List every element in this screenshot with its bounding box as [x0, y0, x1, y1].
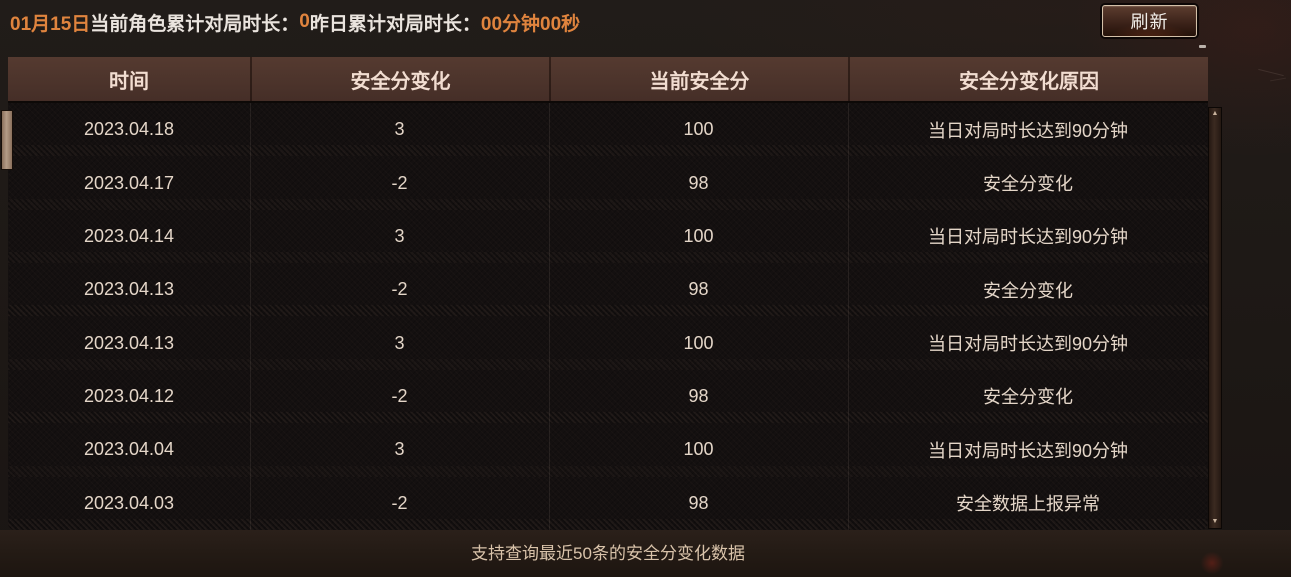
current-playtime-value: 0 [299, 11, 310, 32]
cell-time: 2023.04.18 [83, 119, 175, 140]
column-header-score-change: 安全分变化 [250, 57, 549, 101]
cell-score-change: -2 [391, 385, 408, 406]
ember-glow-decoration [1200, 552, 1224, 574]
cell-score-change: -2 [391, 172, 408, 193]
table-body: 2023.04.18 3 100 当日对局时长达到90分钟 2023.04.17… [8, 103, 1208, 530]
background-scratch-decoration [1270, 77, 1286, 82]
cell-change-reason: 安全分变化 [983, 174, 1073, 195]
column-header-change-reason: 安全分变化原因 [848, 57, 1208, 101]
table-row: 2023.04.13 3 100 当日对局时长达到90分钟 [8, 316, 1208, 371]
cell-current-score: 100 [683, 119, 714, 140]
cell-change-reason: 当日对局时长达到90分钟 [927, 334, 1129, 355]
table-row: 2023.04.03 -2 98 安全数据上报异常 [8, 477, 1208, 530]
cell-score-change: 3 [394, 119, 405, 140]
column-header-current-score: 当前安全分 [549, 57, 848, 101]
cell-score-change: 3 [394, 332, 405, 353]
cell-score-change: -2 [391, 492, 408, 513]
cell-change-reason: 当日对局时长达到90分钟 [927, 120, 1129, 141]
cell-time: 2023.04.13 [83, 332, 175, 353]
cell-current-score: 100 [683, 439, 714, 460]
cell-change-reason: 安全分变化 [983, 387, 1073, 408]
chevron-down-icon[interactable]: ▼ [1211, 518, 1219, 525]
playtime-summary: 01月15日 当前角色累计对局时长： 0 昨日累计对局时长： 00分钟00秒 [10, 0, 580, 44]
column-header-time: 时间 [109, 70, 149, 93]
scrollbar-thumb[interactable] [1, 110, 13, 170]
cell-time: 2023.04.04 [83, 439, 175, 460]
table-row: 2023.04.04 3 100 当日对局时长达到90分钟 [8, 423, 1208, 477]
yesterday-playtime-label: 昨日累计对局时长： [309, 13, 481, 35]
cell-time: 2023.04.13 [83, 279, 175, 300]
cell-change-reason: 安全分变化 [983, 280, 1073, 301]
summary-date: 01月15日 [10, 13, 91, 35]
cell-score-change: -2 [391, 279, 408, 300]
cell-current-score: 98 [688, 172, 709, 193]
yesterday-playtime-value: 00分钟00秒 [480, 13, 581, 35]
chevron-up-icon[interactable]: ▲ [1211, 110, 1219, 117]
footer-note: 支持查询最近50条的安全分变化数据 [471, 544, 745, 563]
table-row: 2023.04.17 -2 98 安全分变化 [8, 156, 1208, 211]
refresh-button[interactable]: 刷新 [1102, 5, 1197, 37]
cell-time: 2023.04.12 [83, 385, 175, 406]
table-row: 2023.04.18 3 100 当日对局时长达到90分钟 [8, 103, 1208, 157]
current-playtime-label: 当前角色累计对局时长： [90, 13, 300, 35]
cell-change-reason: 安全数据上报异常 [956, 494, 1100, 515]
button-glint-decoration [1199, 45, 1206, 48]
table-row: 2023.04.12 -2 98 安全分变化 [8, 370, 1208, 424]
cell-time: 2023.04.03 [83, 492, 175, 513]
cell-current-score: 100 [683, 332, 714, 353]
cell-current-score: 100 [683, 225, 714, 246]
bottom-band [0, 530, 1291, 577]
scrollbar-track[interactable]: ▲ ▼ [1208, 107, 1222, 529]
cell-current-score: 98 [688, 279, 709, 300]
table-header: 时间 安全分变化 当前安全分 安全分变化原因 [8, 57, 1208, 103]
cell-change-reason: 当日对局时长达到90分钟 [927, 227, 1129, 248]
cell-time: 2023.04.17 [83, 172, 175, 193]
cell-change-reason: 当日对局时长达到90分钟 [927, 440, 1129, 461]
cell-score-change: 3 [394, 439, 405, 460]
cell-current-score: 98 [688, 492, 709, 513]
cell-time: 2023.04.14 [83, 225, 175, 246]
background-scratch-decoration [1258, 68, 1284, 77]
table-row: 2023.04.13 -2 98 安全分变化 [8, 263, 1208, 317]
cell-current-score: 98 [688, 385, 709, 406]
table-row: 2023.04.14 3 100 当日对局时长达到90分钟 [8, 210, 1208, 264]
cell-score-change: 3 [394, 225, 405, 246]
